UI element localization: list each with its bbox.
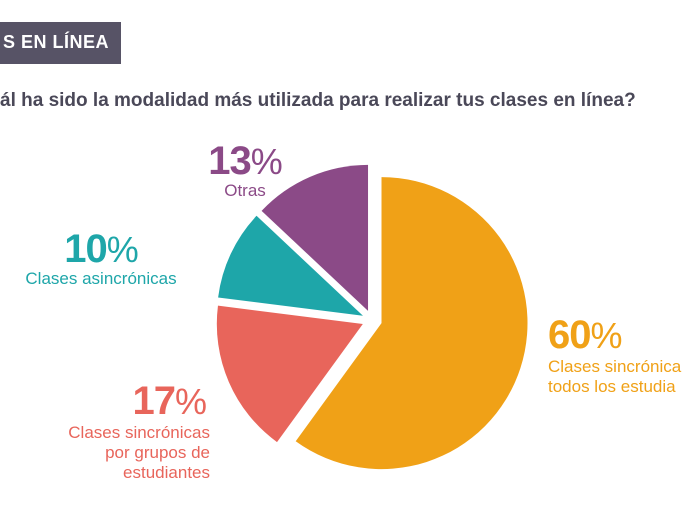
pct-asincronicas-sign: % [106,229,139,270]
pct-grupos-value: 17 [132,379,175,423]
pct-todos-value: 60 [548,314,591,357]
survey-question: ál ha sido la modalidad más utilizada pa… [0,90,636,111]
pct-sincronicas-todos: 60% [548,314,700,357]
cat-sincronicas-todos: Clases sincrónica todos los estudia [548,357,700,397]
banner-title: S EN LÍNEA [2,32,109,52]
pct-otras-sign: % [250,141,283,182]
label-sincronicas-todos: 60% Clases sincrónica todos los estudia [548,314,700,397]
pct-asincronicas-value: 10 [64,227,107,271]
pct-otras-value: 13 [208,139,251,183]
pct-todos-sign: % [590,315,623,356]
cat-sincronicas-grupos: Clases sincrónicas por grupos de estudia… [22,423,210,483]
section-banner: S EN LÍNEA [0,22,121,64]
cat-todos-line-1: Clases sincrónica [548,357,682,376]
cat-grupos-line-2: por grupos de [105,443,210,462]
pie-slice-otras [261,164,369,311]
label-otras: 13% Otras [204,140,286,201]
pie-slice-todos [295,177,528,470]
pie-slice-grupos [216,305,363,443]
cat-otras: Otras [204,181,286,201]
pct-asincronicas: 10% [8,228,194,271]
pct-otras: 13% [204,140,286,183]
label-sincronicas-grupos: 17% Clases sincrónicas por grupos de est… [22,380,210,483]
cat-todos-line-2: todos los estudia [548,377,676,396]
cat-grupos-line-3: estudiantes [123,463,210,482]
cat-asincronicas: Clases asincrónicas [8,269,194,289]
cat-otras-line-1: Otras [224,181,266,200]
cat-asincronicas-line-1: Clases asincrónicas [25,269,177,288]
pct-sincronicas-grupos: 17% [22,379,207,423]
label-asincronicas: 10% Clases asincrónicas [8,228,194,289]
cat-grupos-line-1: Clases sincrónicas [68,423,210,442]
pie-slice-asinc [218,215,363,316]
pct-grupos-sign: % [174,381,207,422]
